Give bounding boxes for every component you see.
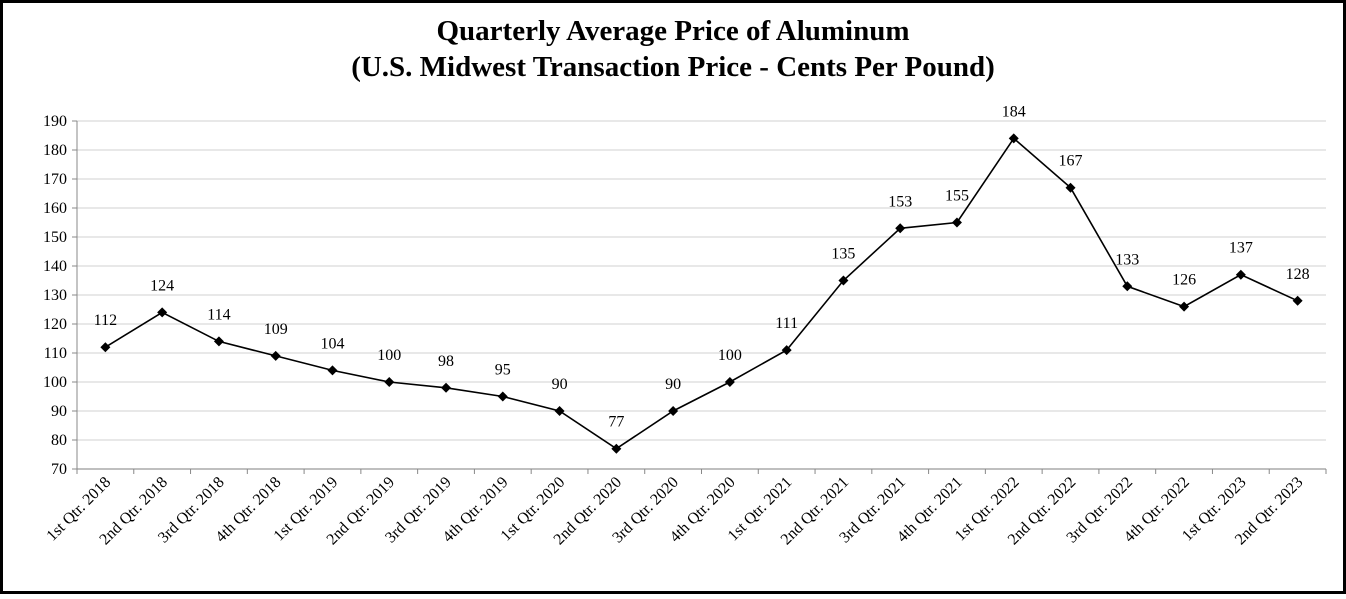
data-point bbox=[157, 307, 168, 318]
data-point bbox=[668, 406, 679, 416]
data-point bbox=[1065, 182, 1076, 193]
data-line bbox=[104, 137, 1298, 450]
data-label: 167 bbox=[1059, 153, 1083, 170]
data-point bbox=[1122, 281, 1133, 292]
y-tick-label: 80 bbox=[51, 432, 67, 449]
data-point bbox=[611, 443, 622, 454]
chart-subtitle: (U.S. Midwest Transaction Price - Cents … bbox=[351, 51, 995, 83]
data-label: 109 bbox=[264, 321, 288, 338]
data-label: 153 bbox=[888, 193, 912, 210]
data-label: 128 bbox=[1286, 266, 1310, 283]
chart-title: Quarterly Average Price of Aluminum bbox=[436, 15, 909, 47]
y-tick-label: 70 bbox=[51, 461, 67, 478]
data-point bbox=[441, 382, 452, 393]
y-tick-label: 180 bbox=[43, 142, 67, 159]
data-label: 114 bbox=[207, 306, 230, 323]
data-point bbox=[327, 365, 338, 376]
data-label: 126 bbox=[1172, 272, 1196, 289]
y-tick-label: 170 bbox=[43, 171, 67, 188]
data-point bbox=[213, 336, 224, 347]
y-tick-label: 120 bbox=[43, 316, 67, 333]
y-tick-label: 90 bbox=[51, 403, 67, 420]
data-label: 77 bbox=[608, 414, 624, 431]
y-tick-label: 140 bbox=[43, 258, 67, 275]
data-point bbox=[100, 342, 111, 353]
data-point bbox=[951, 217, 962, 228]
y-tick-label: 130 bbox=[43, 287, 67, 304]
y-tick-label: 100 bbox=[43, 374, 67, 391]
data-point bbox=[781, 345, 792, 356]
data-label: 100 bbox=[718, 347, 742, 364]
y-tick-label: 160 bbox=[43, 200, 67, 217]
data-point bbox=[270, 350, 281, 361]
data-point bbox=[1008, 133, 1019, 144]
data-point bbox=[1179, 301, 1190, 312]
data-label: 124 bbox=[150, 277, 174, 294]
y-tick-label: 190 bbox=[43, 113, 67, 130]
data-label: 155 bbox=[945, 188, 969, 205]
data-point bbox=[1292, 295, 1303, 306]
data-point bbox=[554, 406, 565, 416]
data-label: 137 bbox=[1229, 240, 1253, 257]
data-point bbox=[497, 391, 508, 402]
data-label: 135 bbox=[831, 246, 855, 263]
data-label: 100 bbox=[377, 347, 401, 364]
data-label: 90 bbox=[665, 376, 681, 393]
data-point bbox=[384, 377, 395, 387]
data-label: 104 bbox=[320, 335, 344, 352]
data-point bbox=[1235, 269, 1246, 280]
data-label: 98 bbox=[438, 353, 454, 370]
data-label: 95 bbox=[495, 362, 511, 379]
data-label: 90 bbox=[552, 376, 568, 393]
data-point bbox=[838, 275, 849, 286]
data-label: 111 bbox=[775, 315, 798, 332]
data-point bbox=[724, 377, 735, 387]
data-label: 112 bbox=[94, 312, 117, 329]
y-tick-label: 110 bbox=[44, 345, 67, 362]
data-point bbox=[895, 223, 906, 234]
data-label: 184 bbox=[1002, 103, 1026, 120]
y-tick-label: 150 bbox=[43, 229, 67, 246]
data-label: 133 bbox=[1115, 251, 1139, 268]
